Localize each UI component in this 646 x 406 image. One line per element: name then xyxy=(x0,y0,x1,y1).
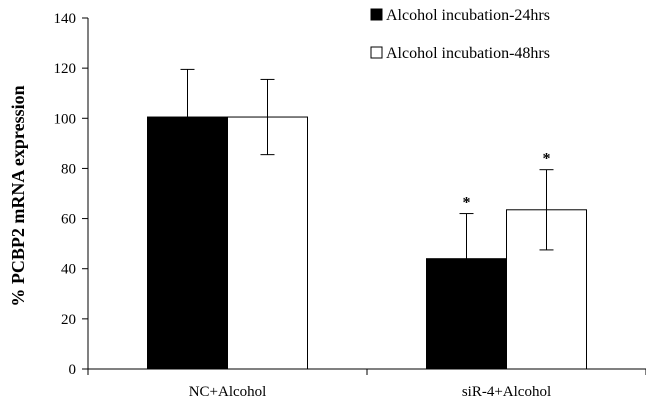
legend-swatch xyxy=(370,46,383,59)
significance-marker: * xyxy=(543,151,551,168)
bars: ** xyxy=(147,68,587,370)
y-tick-label: 40 xyxy=(61,262,76,278)
y-tick-label: 60 xyxy=(61,212,76,228)
y-tick-label: 0 xyxy=(69,362,77,378)
y-axis-label: % PCBP2 mRNA expression xyxy=(8,85,28,306)
y-axis: 0 20 40 60 80 100 120 140 xyxy=(54,11,89,378)
x-axis: NC+Alcohol siR-4+Alcohol xyxy=(87,368,646,400)
y-tick-label: 120 xyxy=(54,61,77,77)
legend-label: Alcohol incubation-24hrs xyxy=(386,7,550,24)
legend: Alcohol incubation-24hrs Alcohol incubati… xyxy=(370,7,550,62)
y-tick-label: 140 xyxy=(54,11,77,27)
category-label: NC+Alcohol xyxy=(189,384,267,400)
y-tick-label: 80 xyxy=(61,161,76,177)
y-tick-label: 20 xyxy=(61,312,76,328)
y-tick-label: 100 xyxy=(54,111,77,127)
category-label: siR-4+Alcohol xyxy=(462,384,551,400)
legend-label: Alcohol incubation-48hrs xyxy=(386,45,550,62)
legend-swatch xyxy=(370,8,383,21)
significance-marker: * xyxy=(463,195,471,212)
